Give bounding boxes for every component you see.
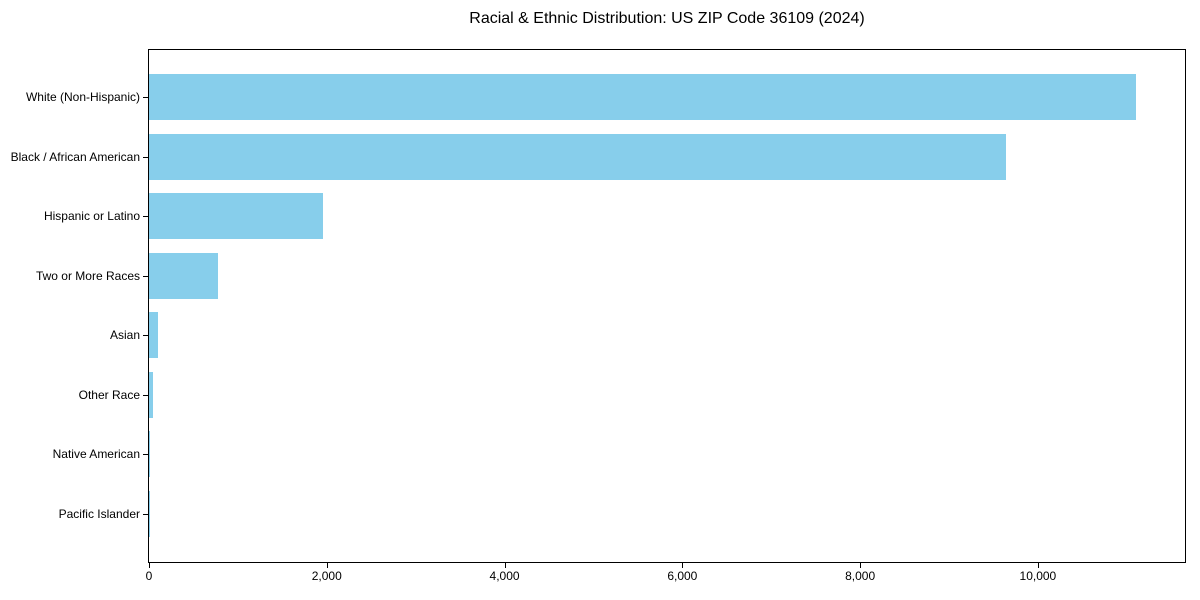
y-tick-label-black-african-american: Black / African American xyxy=(10,149,140,164)
y-tick-label-native-american: Native American xyxy=(52,447,140,461)
chart-title: Racial & Ethnic Distribution: US ZIP Cod… xyxy=(469,10,865,27)
bar-asian xyxy=(149,312,159,358)
y-axis-tick xyxy=(143,216,148,217)
x-tick-label-8-000: 8,000 xyxy=(845,569,876,583)
x-tick-label-2-000: 2,000 xyxy=(311,569,342,583)
y-axis-tick xyxy=(143,275,148,277)
y-axis-tick xyxy=(143,513,148,515)
x-axis-tick xyxy=(326,563,328,568)
x-tick-label-10-000: 10,000 xyxy=(1019,569,1057,583)
y-tick-label-white-non-hispanic: White (Non-Hispanic) xyxy=(25,90,140,104)
x-axis-tick xyxy=(860,563,862,568)
x-axis-tick xyxy=(682,563,684,568)
y-tick-label-two-or-more-races: Two or More Races xyxy=(35,268,140,283)
x-axis-tick xyxy=(504,563,506,568)
bar-white-non-hispanic xyxy=(149,74,1136,120)
x-axis-tick xyxy=(149,563,150,568)
bar-two-or-more-races xyxy=(149,252,219,299)
y-axis-tick xyxy=(143,454,148,455)
y-tick-label-asian: Asian xyxy=(109,328,140,342)
x-tick-label-4-000: 4,000 xyxy=(489,569,520,583)
y-axis-tick xyxy=(143,335,148,336)
bar-other-race xyxy=(149,371,154,418)
y-axis-tick xyxy=(143,156,148,158)
bar-native-american xyxy=(149,431,150,477)
y-axis-tick xyxy=(143,97,148,98)
y-axis-tick xyxy=(143,394,148,396)
x-tick-label-6-000: 6,000 xyxy=(667,569,698,583)
x-tick-label-0: 0 xyxy=(145,569,153,583)
x-axis-tick xyxy=(1037,563,1039,568)
bar-black-african-american xyxy=(149,133,1006,180)
bar-hispanic-or-latino xyxy=(149,193,324,239)
y-tick-label-pacific-islander: Pacific Islander xyxy=(58,506,140,521)
y-tick-label-hispanic-or-latino: Hispanic or Latino xyxy=(43,209,140,223)
plot-area xyxy=(148,49,1186,563)
y-tick-label-other-race: Other Race xyxy=(78,387,140,402)
